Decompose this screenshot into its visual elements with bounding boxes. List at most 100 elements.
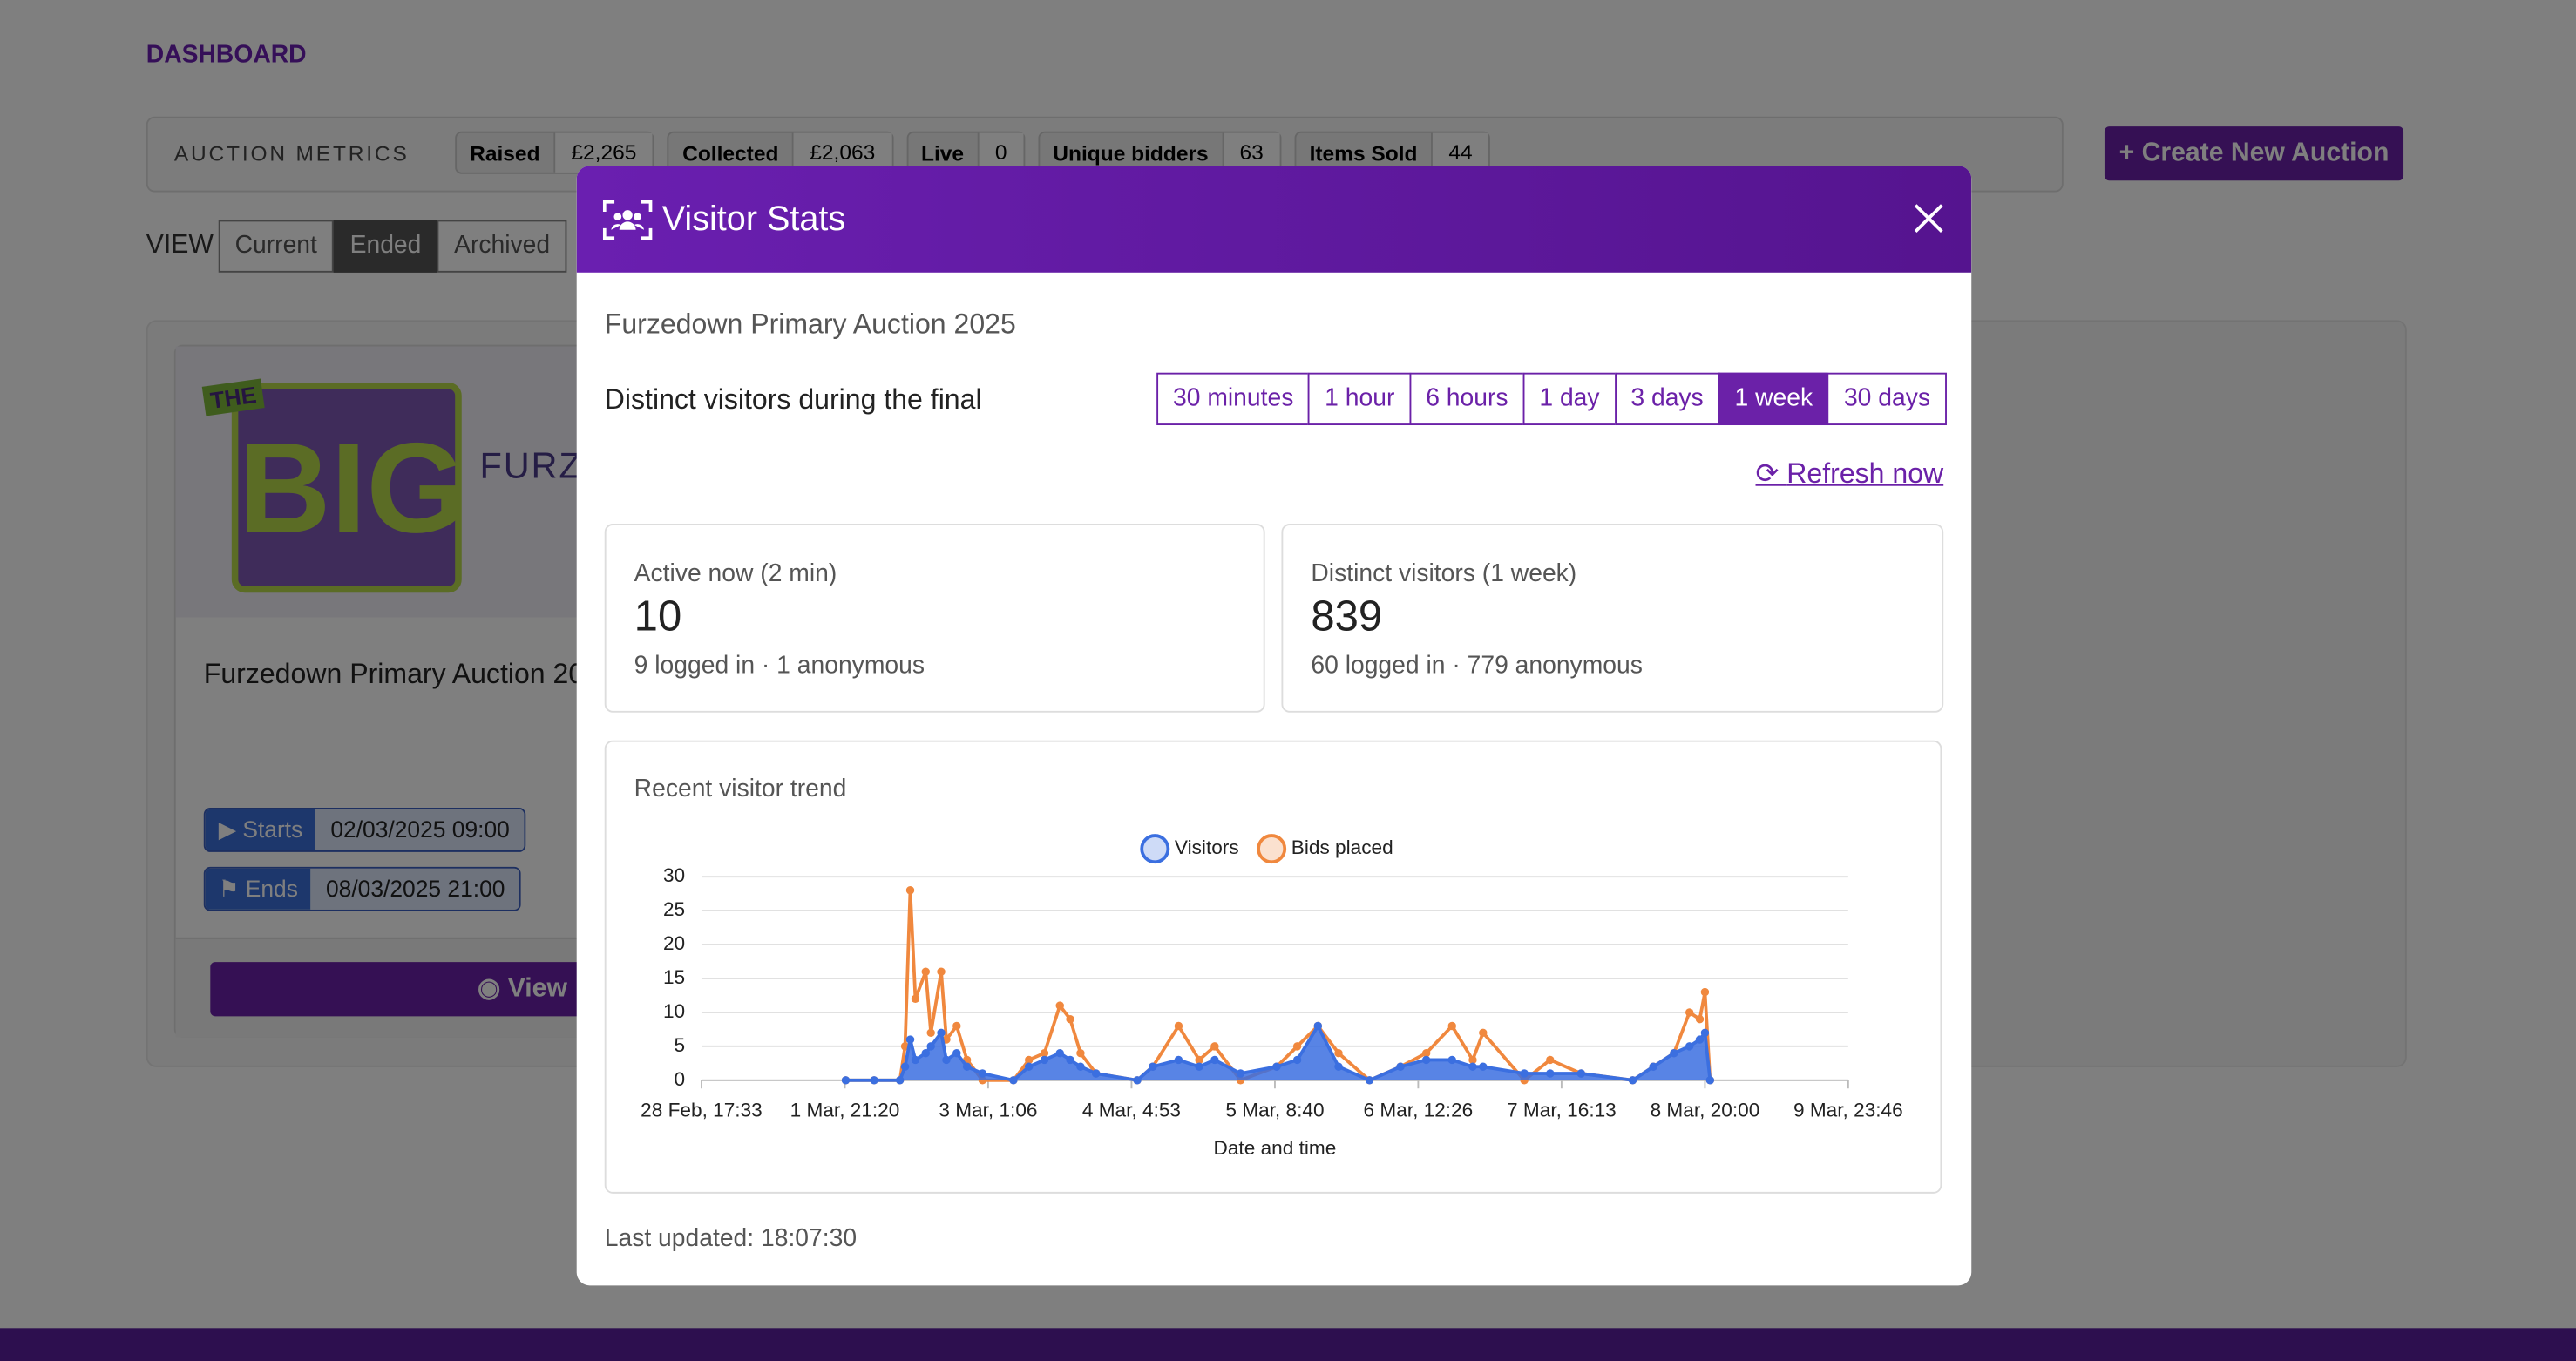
y-tick-label: 10: [663, 1000, 685, 1022]
series-point: [1076, 1062, 1085, 1071]
y-tick-label: 15: [663, 966, 685, 988]
x-tick-label: 3 Mar, 1:06: [939, 1100, 1037, 1121]
series-point: [1076, 1048, 1085, 1058]
series-point: [841, 1076, 851, 1085]
stat-detail: 9 logged in · 1 anonymous: [634, 652, 925, 680]
x-tick-label: 7 Mar, 16:13: [1507, 1100, 1617, 1121]
series-point: [1133, 1076, 1142, 1085]
series-point: [978, 1069, 987, 1078]
x-tick-label: 5 Mar, 8:40: [1225, 1100, 1324, 1121]
series-point: [1695, 1015, 1705, 1024]
series-point: [962, 1062, 972, 1071]
series-point: [1649, 1062, 1657, 1071]
close-button[interactable]: [1912, 202, 1945, 235]
series-point: [1685, 1042, 1694, 1051]
series-point: [1210, 1055, 1219, 1065]
series-point: [905, 1035, 915, 1044]
range-option[interactable]: 1 day: [1522, 372, 1617, 426]
series-point: [905, 886, 915, 895]
auction-name: Furzedown Primary Auction 2025: [604, 308, 1016, 341]
series-point: [1421, 1055, 1431, 1065]
series-point: [1576, 1069, 1586, 1078]
series-point: [1040, 1055, 1049, 1065]
chart: 0 5 10 15 20 25 30 28 Feb, 17:33 1 Mar, 21:20 3 M…: [641, 834, 1903, 1159]
x-tick-label: 28 Feb, 17:33: [641, 1100, 763, 1121]
series-point: [926, 1028, 935, 1037]
legend-label: Bids placed: [1291, 836, 1393, 858]
series-point: [1468, 1055, 1477, 1065]
series-point: [1272, 1062, 1281, 1071]
series-point: [1210, 1042, 1219, 1051]
series-point: [1685, 1008, 1694, 1017]
x-axis-title: Date and time: [1214, 1137, 1337, 1159]
y-tick-label: 5: [675, 1034, 686, 1056]
modal-title: Visitor Stats: [661, 200, 846, 239]
series-point: [1195, 1055, 1203, 1065]
visitors-icon: [602, 200, 653, 240]
series-point: [942, 1055, 951, 1065]
series-point: [1292, 1042, 1302, 1051]
range-option[interactable]: 30 minutes: [1156, 372, 1311, 426]
modal-header: [576, 166, 1972, 273]
series-point: [1236, 1069, 1245, 1078]
series-point: [1149, 1062, 1157, 1071]
range-option[interactable]: 6 hours: [1409, 372, 1525, 426]
chart-title: Recent visitor trend: [634, 775, 847, 803]
refresh-link[interactable]: ⟳ Refresh now: [1755, 457, 1944, 490]
refresh-text: Refresh now: [1786, 457, 1944, 490]
series-point: [1705, 1076, 1715, 1085]
stat-card: Active now (2 min) 10 9 logged in · 1 an…: [604, 524, 1265, 713]
series-point: [937, 1028, 946, 1037]
series-point: [1174, 1055, 1183, 1065]
x-tick-label: 6 Mar, 12:26: [1364, 1100, 1474, 1121]
x-tick-label: 8 Mar, 20:00: [1651, 1100, 1760, 1121]
series-point: [1334, 1062, 1343, 1071]
series-point: [921, 1048, 930, 1058]
x-tick-label: 1 Mar, 21:20: [790, 1100, 900, 1121]
stat-value: 10: [634, 591, 682, 640]
x-tick-label: 4 Mar, 4:53: [1082, 1100, 1181, 1121]
series-line: [845, 890, 1712, 1083]
series-point: [1055, 1001, 1064, 1010]
series-point: [1479, 1062, 1488, 1071]
y-tick-label: 0: [675, 1068, 686, 1090]
series-point: [952, 1021, 961, 1031]
series-point: [937, 967, 946, 976]
modal: Visitor Stats Furzedown Primary Auction …: [576, 166, 1972, 1286]
range-option[interactable]: 3 days: [1614, 372, 1720, 426]
legend-label: Visitors: [1175, 836, 1239, 858]
series-point: [911, 1055, 920, 1065]
series-point: [1313, 1021, 1323, 1031]
series-point: [1091, 1069, 1101, 1078]
series-point: [952, 1048, 961, 1058]
y-tick-label: 25: [663, 898, 685, 920]
last-updated: Last updated: 18:07:30: [604, 1224, 858, 1253]
series-point: [1195, 1062, 1203, 1071]
series-point: [921, 967, 930, 976]
range-option[interactable]: 30 days: [1827, 372, 1947, 426]
series-point: [1009, 1076, 1018, 1085]
range-label: Distinct visitors during the final: [604, 383, 982, 416]
series-line: [845, 1022, 1712, 1082]
series-point: [1024, 1062, 1034, 1071]
series-point: [926, 1042, 935, 1051]
series-point: [1479, 1028, 1488, 1037]
range-option[interactable]: 1 week: [1718, 372, 1829, 426]
series-point: [1546, 1069, 1555, 1078]
range-option[interactable]: 1 hour: [1308, 372, 1412, 426]
series-point: [1468, 1062, 1477, 1071]
series-point: [870, 1076, 878, 1085]
series-point: [1040, 1048, 1049, 1058]
series-point: [1700, 987, 1710, 997]
series-point: [1365, 1076, 1374, 1085]
y-tick-label: 20: [663, 932, 685, 954]
series-point: [1700, 1028, 1710, 1037]
stat-value: 839: [1311, 591, 1383, 640]
series-point: [1292, 1055, 1302, 1065]
series-point: [1024, 1055, 1034, 1065]
series-point: [1055, 1048, 1064, 1058]
series-point: [1396, 1062, 1405, 1071]
x-tick-label: 9 Mar, 23:46: [1793, 1100, 1903, 1121]
